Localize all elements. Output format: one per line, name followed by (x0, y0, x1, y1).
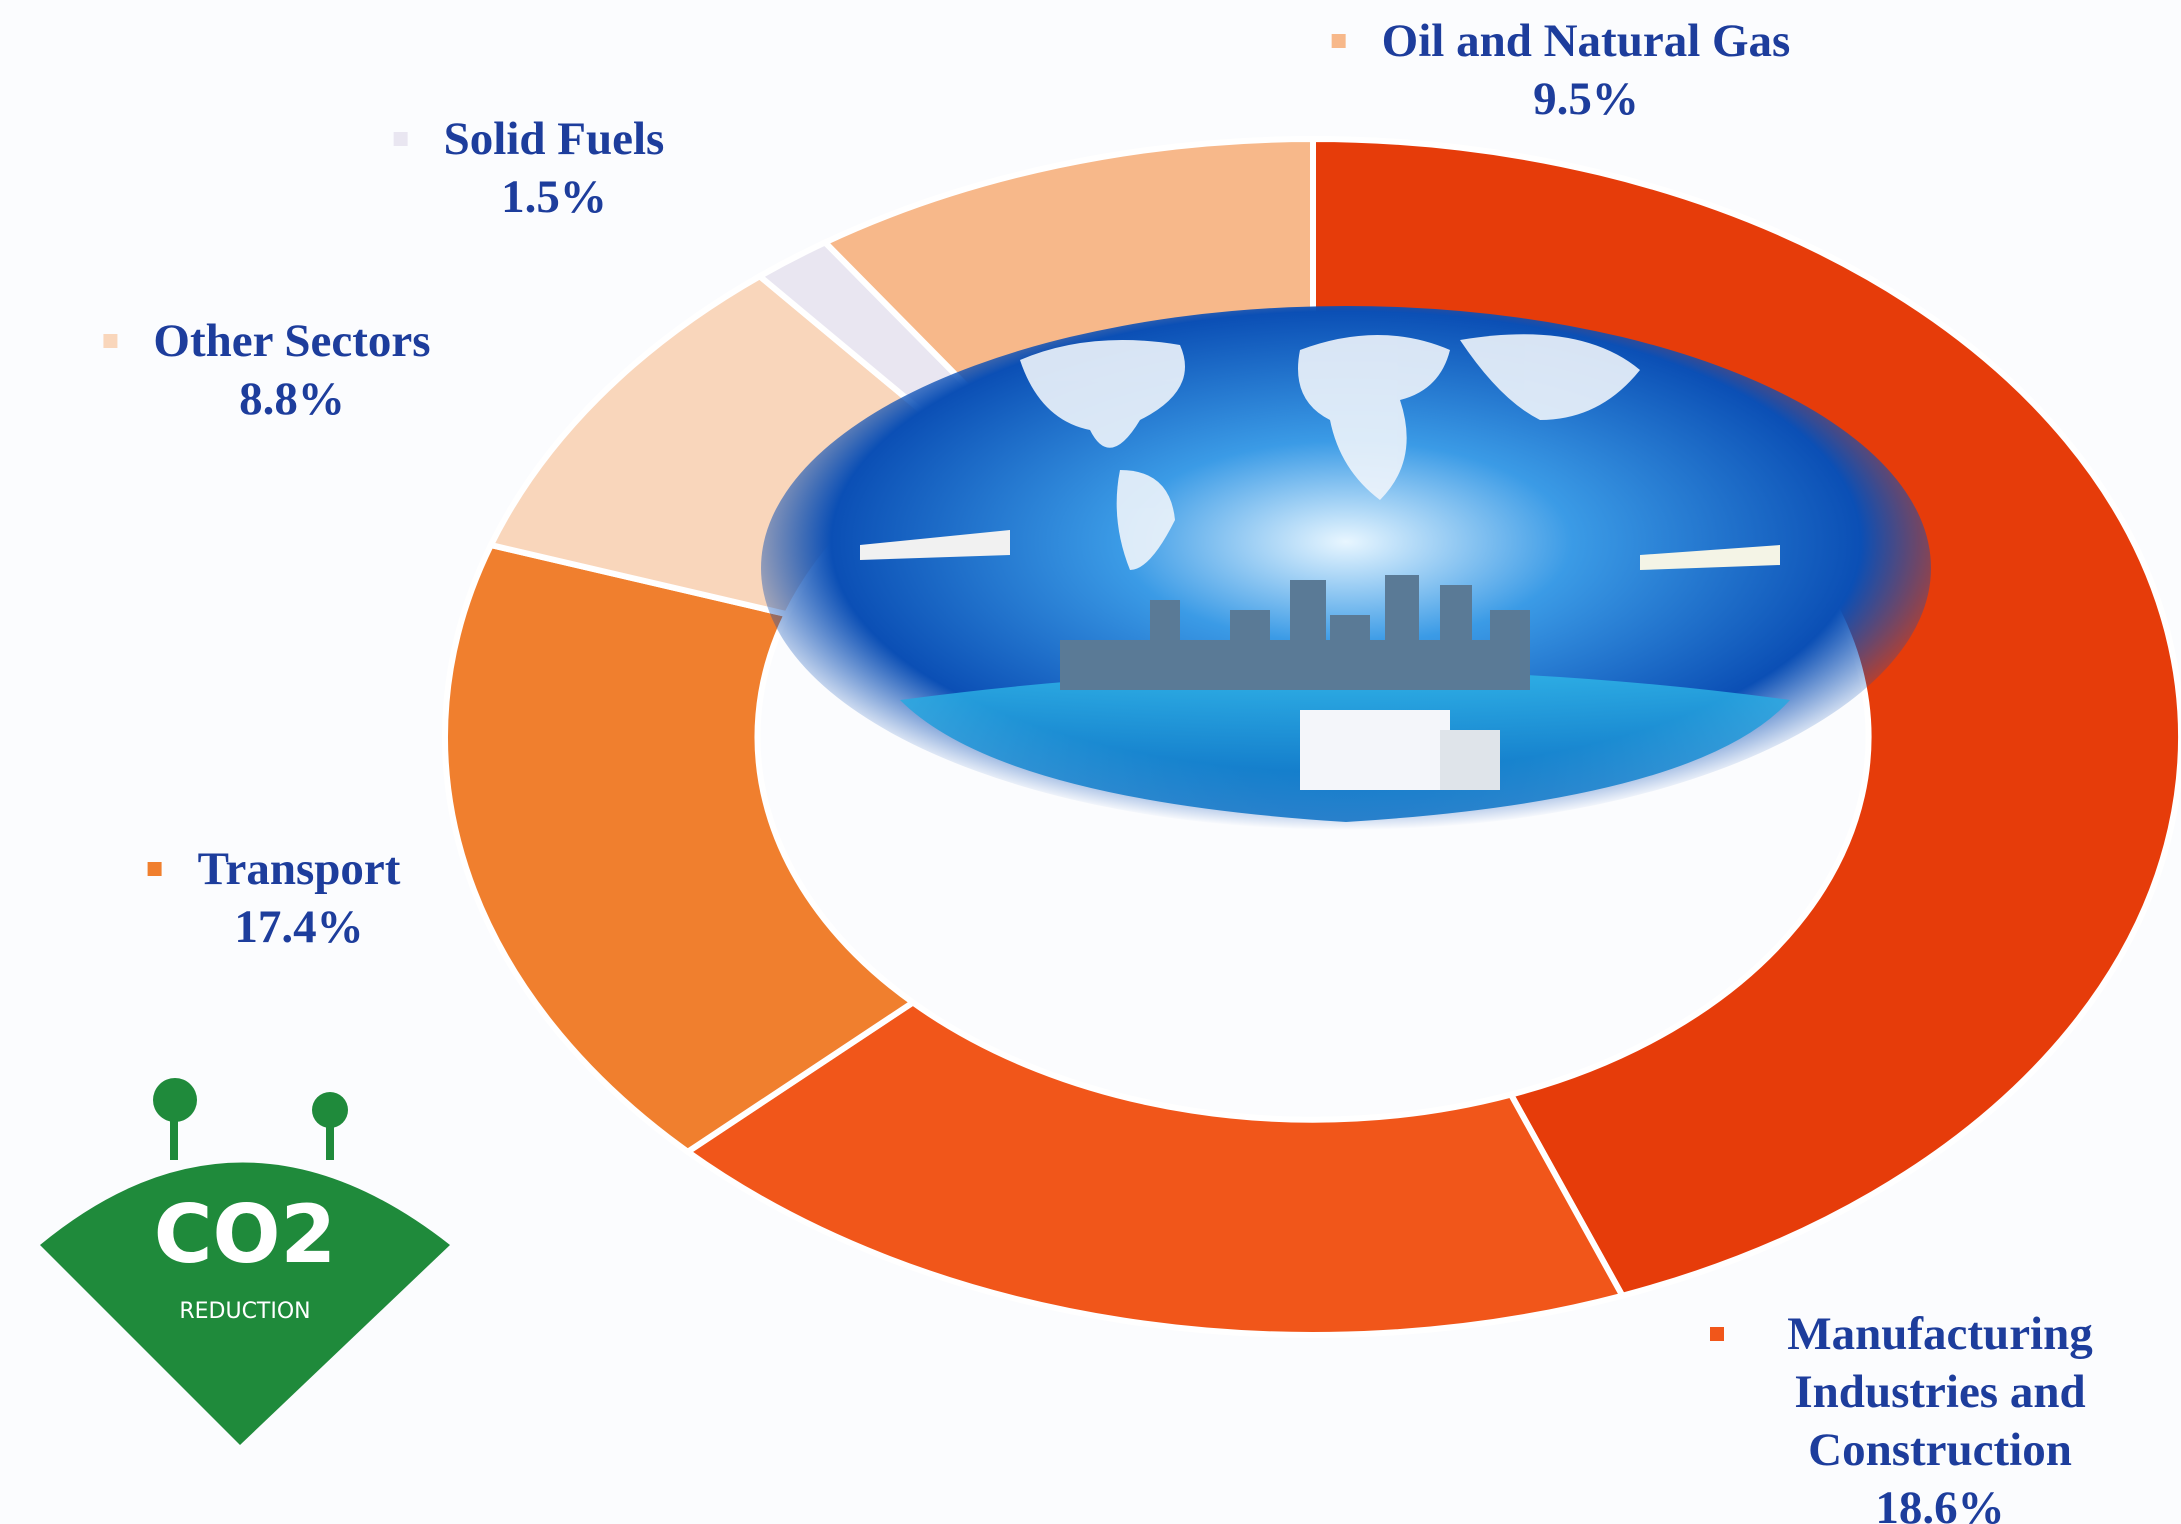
logo-subtitle: REDUCTION (179, 1299, 310, 1324)
data-label: Transport 17.4% (147, 840, 401, 956)
legend-swatch (393, 132, 408, 146)
category-label: Oil and Natural Gas (1381, 15, 1791, 67)
logo: CO2 REDUCTION (40, 1078, 450, 1445)
category-label: Other Sectors (153, 315, 431, 367)
legend-swatch (147, 862, 162, 876)
center-image (761, 306, 1931, 830)
donut (442, 135, 2181, 1338)
category-label: Solid Fuels (443, 113, 665, 165)
category-label: Transport (197, 843, 401, 895)
value-label: 18.6% (1875, 1482, 2005, 1524)
data-label: Solid Fuels 1.5% (393, 110, 665, 226)
value-label: 1.5% (501, 171, 607, 223)
legend-swatch (103, 334, 118, 348)
category-label: Manufacturing Industries and Constructio… (1787, 1308, 2093, 1476)
donut-slice (442, 541, 919, 1156)
legend-swatch (1331, 34, 1346, 48)
data-label: Manufacturing Industries and Constructio… (1710, 1305, 2160, 1524)
donut-slice (682, 998, 1627, 1338)
value-label: 9.5% (1533, 73, 1639, 125)
legend-swatch (1710, 1327, 1724, 1341)
value-label: 17.4% (234, 901, 364, 953)
logo-title: CO2 (154, 1188, 336, 1281)
value-label: 8.8% (239, 373, 345, 425)
data-label: Other Sectors 8.8% (103, 312, 431, 428)
data-label: Oil and Natural Gas 9.5% (1331, 12, 1791, 128)
